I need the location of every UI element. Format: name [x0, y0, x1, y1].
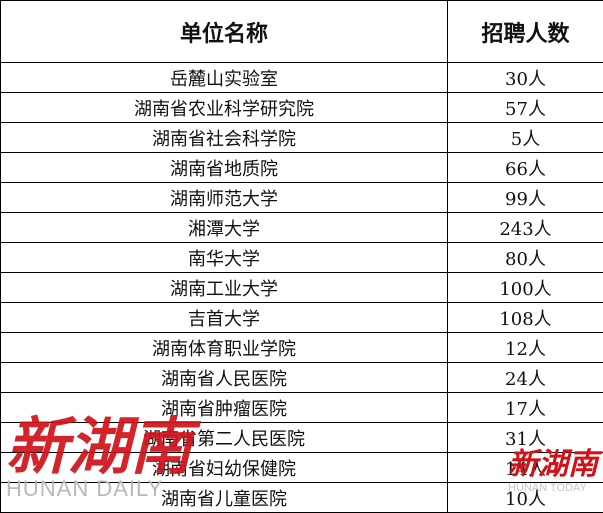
unit-name-cell: 湖南省儿童医院 — [0, 482, 448, 513]
headcount-cell: 66人 — [447, 152, 603, 183]
table-row: 湖南省农业科学研究院 57人 — [0, 92, 603, 123]
unit-name-cell: 湖南省肿瘤医院 — [0, 392, 448, 423]
table-row: 湖南省儿童医院 10人 — [0, 482, 603, 513]
table-row: 南华大学 80人 — [0, 242, 603, 273]
headcount-cell: 100人 — [447, 272, 603, 303]
headcount-cell: 24人 — [447, 362, 603, 393]
headcount-cell: 10人 — [447, 482, 603, 513]
table-row: 岳麓山实验室 30人 — [0, 62, 603, 93]
table-row: 湖南工业大学 100人 — [0, 272, 603, 303]
header-cell: 单位名称 — [0, 0, 448, 63]
headcount-cell: 57人 — [447, 92, 603, 123]
headcount-cell: 243人 — [447, 212, 603, 243]
headcount-cell: 17人 — [447, 392, 603, 423]
unit-name-cell: 湖南省人民医院 — [0, 362, 448, 393]
header-row: 单位名称 招聘人数 — [0, 0, 603, 63]
table-row: 湖南省妇幼保健院 14人 — [0, 452, 603, 483]
table-row: 湘潭大学 243人 — [0, 212, 603, 243]
unit-name-cell: 岳麓山实验室 — [0, 62, 448, 93]
table-row: 湖南省人民医院 24人 — [0, 362, 603, 393]
headcount-cell: 31人 — [447, 422, 603, 453]
table-row: 湖南省社会科学院 5人 — [0, 122, 603, 153]
table-row: 湖南省肿瘤医院 17人 — [0, 392, 603, 423]
unit-name-cell: 湖南省地质院 — [0, 152, 448, 183]
unit-name-cell: 吉首大学 — [0, 302, 448, 333]
headcount-cell: 108人 — [447, 302, 603, 333]
unit-name-cell: 湘潭大学 — [0, 212, 448, 243]
unit-name-cell: 湖南省农业科学研究院 — [0, 92, 448, 123]
header-cell: 招聘人数 — [447, 0, 603, 63]
unit-name-cell: 湖南师范大学 — [0, 182, 448, 213]
table-row: 吉首大学 108人 — [0, 302, 603, 333]
headcount-cell: 99人 — [447, 182, 603, 213]
headcount-cell: 14人 — [447, 452, 603, 483]
unit-name-cell: 湖南省第二人民医院 — [0, 422, 448, 453]
headcount-cell: 80人 — [447, 242, 603, 273]
headcount-cell: 5人 — [447, 122, 603, 153]
headcount-cell: 12人 — [447, 332, 603, 363]
table-row: 湖南省地质院 66人 — [0, 152, 603, 183]
unit-name-cell: 湖南省妇幼保健院 — [0, 452, 448, 483]
table-body: 岳麓山实验室 30人 湖南省农业科学研究院 57人 湖南省社会科学院 5人 湖南省地质院 66… — [0, 62, 603, 513]
unit-name-cell: 南华大学 — [0, 242, 448, 273]
headcount-cell: 30人 — [447, 62, 603, 93]
unit-name-cell: 湖南省社会科学院 — [0, 122, 448, 153]
table-row: 湖南师范大学 99人 — [0, 182, 603, 213]
table-row: 湖南省第二人民医院 31人 — [0, 422, 603, 453]
unit-name-cell: 湖南体育职业学院 — [0, 332, 448, 363]
unit-name-cell: 湖南工业大学 — [0, 272, 448, 303]
table-row: 湖南体育职业学院 12人 — [0, 332, 603, 363]
